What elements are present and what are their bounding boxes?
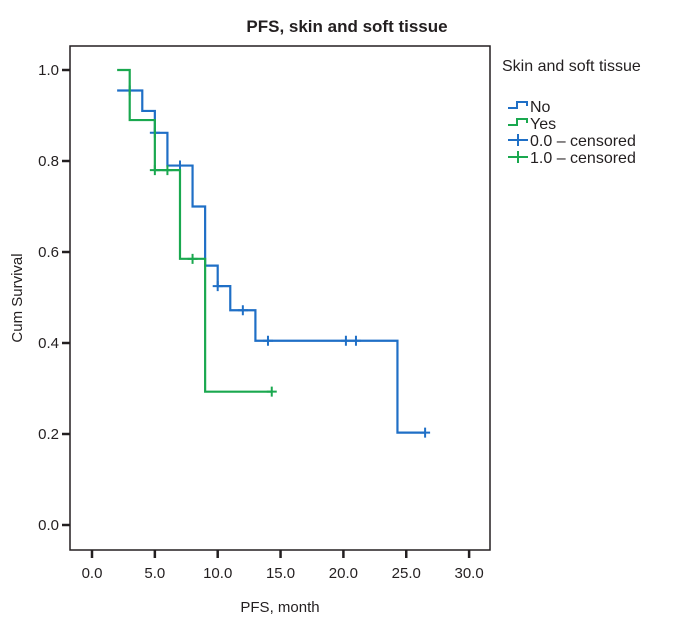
- legend-entry-label: 1.0 – censored: [530, 150, 636, 167]
- censor-mark-no: [237, 305, 248, 316]
- x-axis: 0.0 5.0 10.0 15.0 20.0 25.0 30.0: [82, 550, 484, 582]
- censor-mark-no: [350, 335, 361, 346]
- x-tick-label: 5.0: [144, 565, 165, 582]
- censor-mark-yes: [149, 165, 160, 176]
- legend-entry-label: No: [530, 99, 551, 116]
- legend-entry-label: Yes: [530, 116, 556, 133]
- y-tick-label: 1.0: [38, 62, 59, 79]
- y-tick-label: 0.0: [38, 517, 59, 534]
- y-axis-label: Cum Survival: [9, 253, 26, 342]
- x-tick-label: 20.0: [329, 565, 358, 582]
- series-layer: [117, 68, 431, 438]
- y-tick-label: 0.2: [38, 426, 59, 443]
- legend-step-swatch: [508, 101, 528, 109]
- legend-censor-swatch: [508, 134, 528, 146]
- censor-mark-yes: [187, 253, 198, 264]
- survival-curve-yes: [117, 68, 272, 393]
- x-tick-label: 30.0: [454, 565, 483, 582]
- plot-frame: [69, 45, 491, 551]
- y-tick-label: 0.6: [38, 244, 59, 261]
- censor-mark-no: [420, 427, 431, 438]
- x-tick-label: 15.0: [266, 565, 295, 582]
- legend-step-swatch: [508, 118, 528, 126]
- y-tick-label: 0.4: [38, 335, 59, 352]
- legend-censor-swatch: [508, 151, 528, 163]
- censor-mark-yes: [266, 386, 277, 397]
- x-axis-label: PFS, month: [240, 599, 319, 616]
- legend-title: Skin and soft tissue: [502, 58, 641, 75]
- legend-entry-label: 0.0 – censored: [530, 133, 636, 150]
- x-tick-label: 10.0: [203, 565, 232, 582]
- x-tick-label: 25.0: [392, 565, 421, 582]
- chart-title: PFS, skin and soft tissue: [246, 17, 447, 36]
- censor-mark-no: [174, 160, 185, 171]
- censor-mark-no: [212, 281, 223, 292]
- x-tick-label: 0.0: [82, 565, 103, 582]
- censor-mark-no: [262, 335, 273, 346]
- survival-curve-no: [117, 89, 426, 434]
- censor-mark-no: [340, 335, 351, 346]
- y-tick-label: 0.8: [38, 153, 59, 170]
- censor-mark-yes: [162, 165, 173, 176]
- y-axis: 0.0 0.2 0.4 0.6 0.8 1.0: [38, 62, 70, 534]
